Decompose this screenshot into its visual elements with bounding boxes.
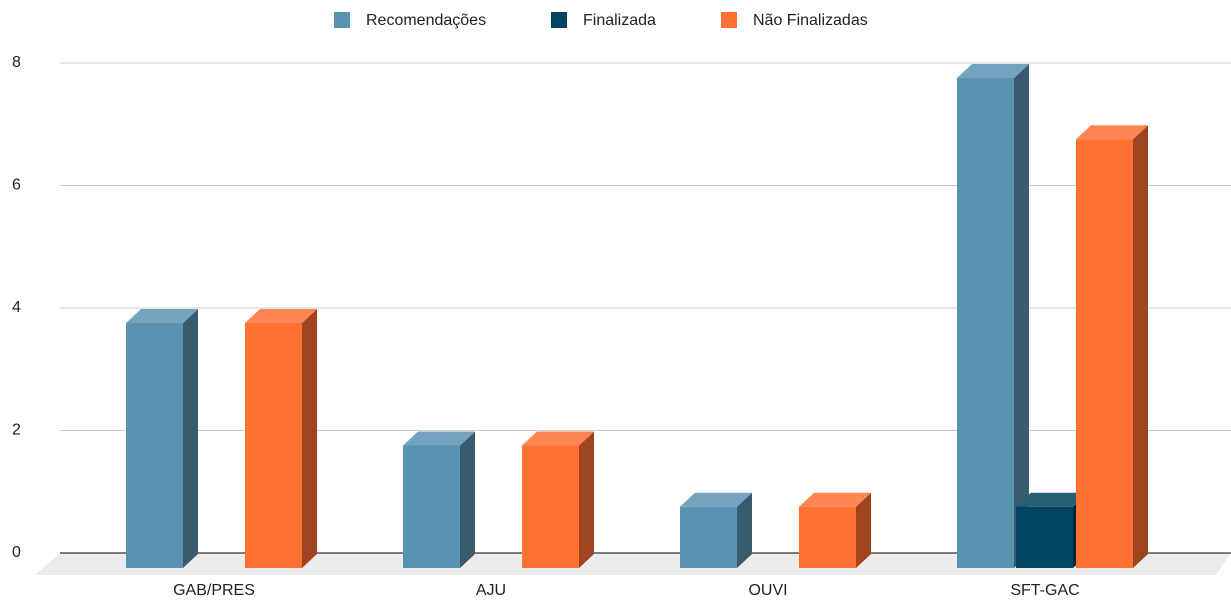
bar-top <box>1016 492 1088 507</box>
bar <box>403 431 475 568</box>
bar-front <box>522 445 579 568</box>
floor <box>35 553 1231 575</box>
bar <box>957 64 1029 568</box>
bar-front <box>403 445 460 568</box>
bar-front <box>1016 506 1073 568</box>
bar-side <box>183 309 198 568</box>
bar-front <box>957 78 1014 568</box>
bar-front <box>799 506 856 568</box>
bar <box>522 431 594 568</box>
legend-swatch <box>721 12 737 28</box>
bar-side <box>856 492 871 568</box>
bar-front <box>245 323 302 568</box>
bar-top <box>799 492 871 507</box>
bar-front <box>126 323 183 568</box>
bar <box>680 492 752 568</box>
y-tick-label: 6 <box>12 177 21 194</box>
bar-side <box>460 431 475 568</box>
bar-side <box>1014 64 1029 568</box>
bar-side <box>302 309 317 568</box>
bar-front <box>680 506 737 568</box>
bar-front <box>1076 139 1133 568</box>
bar-side <box>579 431 594 568</box>
bar-top <box>522 431 594 446</box>
bar <box>799 492 871 568</box>
bar-top <box>245 309 317 323</box>
x-tick-label: OUVI <box>748 582 787 599</box>
legend-swatch <box>551 12 567 28</box>
y-tick-label: 2 <box>12 422 21 439</box>
bar-top <box>957 64 1029 78</box>
x-tick-label: AJU <box>476 582 506 599</box>
bar-top <box>1076 125 1148 140</box>
legend-label: Recomendações <box>366 12 486 29</box>
bar <box>245 309 317 568</box>
bar-top <box>126 309 198 323</box>
legend-swatch <box>334 12 350 28</box>
y-tick-label: 0 <box>12 544 21 561</box>
legend-label: Não Finalizadas <box>753 12 868 29</box>
y-tick-label: 4 <box>12 299 21 316</box>
y-tick-label: 8 <box>12 54 21 71</box>
x-tick-label: SFT-GAC <box>1010 582 1079 599</box>
bar-top <box>403 431 475 446</box>
legend-label: Finalizada <box>583 12 656 29</box>
bar-side <box>1133 125 1148 568</box>
bar-side <box>737 492 752 568</box>
bar <box>126 309 198 568</box>
bar-top <box>680 492 752 507</box>
x-tick-label: GAB/PRES <box>173 582 255 599</box>
bar <box>1076 125 1148 568</box>
